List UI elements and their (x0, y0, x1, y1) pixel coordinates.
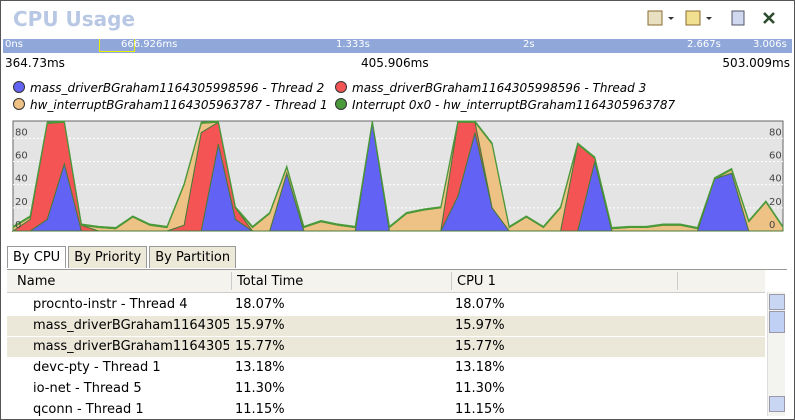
table-cell: 11.15% (455, 402, 505, 417)
table-row[interactable]: mass_driverBGraham116430599 15.77% 15.77% (7, 337, 765, 357)
timeline-tick: 2s (523, 39, 535, 50)
y-tick-label: 0 (769, 220, 775, 231)
legend-swatch (13, 81, 25, 93)
y-tick-label: 40 (769, 174, 782, 185)
table-cell: 11.15% (235, 402, 285, 417)
table-cell: mass_driverBGraham116430599 (33, 318, 229, 333)
toolbar-menu[interactable] (706, 17, 712, 20)
table-cell: 13.18% (235, 360, 285, 375)
toolbar-icon[interactable] (731, 10, 745, 26)
column-header[interactable]: Name (17, 274, 56, 289)
table-cell: 18.07% (455, 297, 505, 312)
tab-bar: By CPU By Priority By Partition (7, 246, 238, 268)
legend-entry[interactable]: mass_driverBGraham1164305998596 - Thread… (335, 81, 646, 95)
table-cell: mass_driverBGraham116430599 (33, 339, 229, 354)
column-header[interactable]: CPU 1 (457, 274, 496, 289)
legend-entry[interactable]: hw_interruptBGraham1164305963787 - Threa… (13, 98, 328, 112)
table-cell: devc-pty - Thread 1 (33, 360, 161, 375)
legend-label: hw_interruptBGraham1164305963787 - Threa… (30, 98, 328, 112)
legend-label: mass_driverBGraham1164305998596 - Thread… (30, 81, 325, 95)
y-tick-label: 20 (15, 197, 28, 208)
y-tick-label: 60 (769, 151, 782, 162)
table-row[interactable]: qconn - Thread 1 11.15% 11.15% (7, 400, 765, 419)
table: Name Total Time CPU 1 procnto-instr - Threa… (7, 269, 787, 419)
column-divider (231, 272, 232, 290)
legend-label: mass_driverBGraham1164305998596 - Thread… (352, 81, 647, 95)
table-cell: qconn - Thread 1 (33, 402, 144, 417)
timeline-bar[interactable]: 0ns 666.926ms 1.333s 2s 2.667s 3.006s (3, 39, 792, 53)
table-cell: 11.30% (455, 381, 505, 396)
timeline-tick: 0ns (5, 39, 23, 50)
area (12, 120, 784, 230)
scrollbar[interactable] (767, 292, 785, 416)
scroll-up[interactable] (769, 294, 785, 310)
table-cell: 15.97% (235, 318, 285, 333)
range-end: 503.009ms (722, 56, 790, 70)
table-cell: io-net - Thread 5 (33, 381, 142, 396)
column-header[interactable]: Total Time (237, 274, 304, 289)
toolbar-icon[interactable] (647, 10, 663, 26)
table-cell: 11.30% (235, 381, 285, 396)
timeline-tick: 1.333s (336, 39, 370, 50)
table-cell: 15.77% (235, 339, 285, 354)
y-tick-label: 20 (769, 197, 782, 208)
legend-swatch (335, 81, 347, 93)
range-mid: 405.906ms (361, 56, 429, 70)
table-cell: 18.07% (235, 297, 285, 312)
table-cell: 13.18% (455, 360, 505, 375)
range-start: 364.73ms (5, 56, 65, 70)
table-cell: 15.97% (455, 318, 505, 333)
close-button[interactable] (763, 12, 775, 24)
column-divider (451, 272, 452, 290)
scroll-thumb[interactable] (769, 311, 785, 333)
timeline-selection[interactable] (99, 39, 135, 52)
plot-background (12, 120, 784, 232)
scroll-down[interactable] (769, 396, 785, 412)
y-tick-label: 80 (15, 127, 28, 138)
view-title: CPU Usage (13, 7, 136, 31)
legend-label: Interrupt 0x0 - hw_interruptBGraham11643… (352, 98, 676, 112)
tab[interactable]: By Partition (149, 246, 237, 268)
table-cell: procnto-instr - Thread 4 (33, 297, 188, 312)
chart: 0 0 20 20 40 40 60 60 80 80 (11, 120, 784, 232)
y-tick-label: 0 (15, 220, 21, 231)
table-header: Name Total Time CPU 1 (7, 270, 765, 293)
toolbar-menu[interactable] (668, 17, 674, 20)
timeline-tick: 666.926ms (121, 39, 178, 50)
table-row[interactable]: io-net - Thread 5 11.30% 11.30% (7, 379, 765, 399)
toolbar-icon[interactable] (685, 10, 701, 26)
timeline-tick: 3.006s (753, 39, 787, 50)
legend-entry[interactable]: mass_driverBGraham1164305998596 - Thread… (13, 81, 324, 95)
y-tick-label: 80 (769, 127, 782, 138)
table-row[interactable]: procnto-instr - Thread 4 18.07% 18.07% (7, 295, 765, 315)
toolbar (647, 10, 775, 26)
legend-swatch (335, 98, 347, 110)
tab[interactable]: By Priority (68, 246, 148, 268)
timeline-tick: 2.667s (687, 39, 721, 50)
y-tick-label: 60 (15, 151, 28, 162)
y-tick-label: 40 (15, 174, 28, 185)
table-row[interactable]: devc-pty - Thread 1 13.18% 13.18% (7, 358, 765, 378)
table-row[interactable]: mass_driverBGraham116430599 15.97% 15.97% (7, 316, 765, 336)
tab[interactable]: By CPU (7, 246, 67, 268)
legend-swatch (13, 98, 25, 110)
legend-entry[interactable]: Interrupt 0x0 - hw_interruptBGraham11643… (335, 98, 675, 112)
column-divider (677, 272, 678, 290)
table-cell: 15.77% (455, 339, 505, 354)
